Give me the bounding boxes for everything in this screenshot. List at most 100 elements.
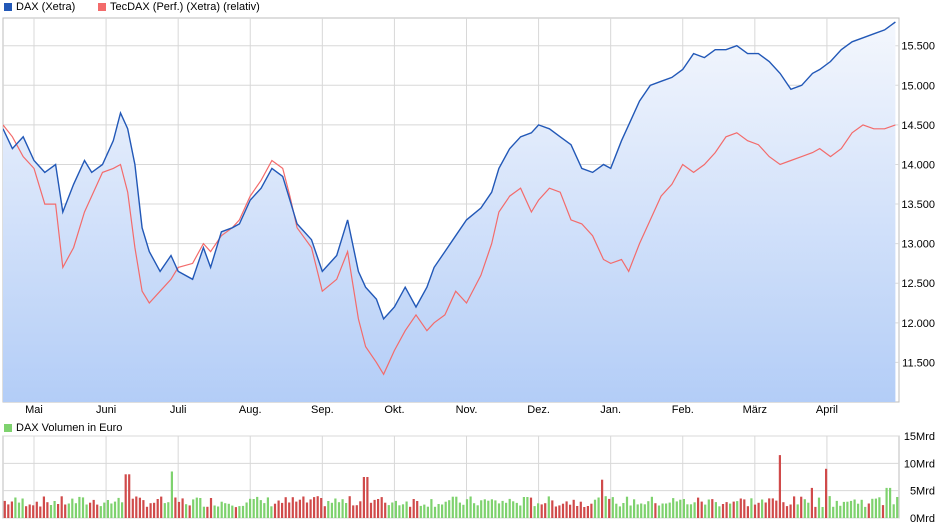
volume-bar [78,496,81,518]
volume-bar [337,502,341,518]
volume-bar [444,501,447,518]
volume-bar [309,499,312,518]
y-tick-label: 14.500 [901,120,935,132]
volume-bar [142,500,145,518]
volume-bar [99,506,102,518]
volume-bar [409,506,412,518]
volume-bar [586,506,589,518]
volume-bar [160,496,163,518]
volume-bar [579,501,582,518]
volume-bar [213,505,216,518]
main-plot: 11.500 12.000 12.500 13.000 13.500 14.000 14.5… [2,17,935,416]
volume-bar [778,455,781,518]
volume-bar [249,498,252,518]
volume-bar [604,496,607,518]
volume-bar [693,502,696,518]
volume-bar [217,506,220,518]
volume-bar [462,504,465,518]
volume-bar [857,503,860,518]
volume-bar [505,502,508,518]
volume-tick-label: 15Mrd [904,431,935,443]
volume-bar [526,497,529,518]
volume-bar [110,503,113,518]
volume-bar [113,501,117,518]
volume-bar [85,504,88,518]
volume-bar [60,496,63,518]
volume-bar [96,504,99,518]
volume-bar [458,502,461,518]
volume-bar [153,502,156,518]
volume-bar [209,498,213,518]
volume-bar [313,497,316,518]
volume-bar [181,498,184,518]
volume-bar [81,497,85,518]
volume-bar [512,501,515,518]
volume-bar [704,504,707,518]
volume-bar [291,497,294,518]
volume-bar [572,499,575,518]
volume-bar [92,499,95,518]
volume-bar [608,498,611,518]
volume-bar [17,502,21,518]
volume-bar [341,499,344,518]
volume-bar [185,504,188,518]
volume-bar [480,500,483,518]
volume-bar [529,497,533,518]
volume-bar [643,504,646,518]
volume-bar [729,503,732,518]
volume-bar [401,504,405,518]
volume-bar [103,502,106,518]
volume-bar [121,502,124,518]
volume-bar [423,504,426,518]
volume-bars [3,455,899,518]
volume-bar [53,501,56,518]
volume-bar [714,502,717,518]
volume-bar [540,504,543,518]
volume-bar [522,497,525,518]
volume-bar [128,474,131,518]
volume-bar [206,506,209,518]
volume-bar [753,504,757,518]
volume-bar [227,503,230,518]
volume-bar [259,500,262,518]
volume-plot: 0Mrd 5Mrd 10Mrd 15Mrd [2,431,935,525]
volume-bar [131,498,134,518]
volume-bar [305,502,309,518]
volume-bar [775,500,778,518]
volume-bar [544,503,547,518]
volume-bar [49,505,53,518]
volume-bar [497,503,501,518]
volume-bar [810,487,813,518]
volume-bar [654,503,657,518]
x-tick-label: Juli [170,404,187,416]
volume-bar [881,505,885,518]
volume-bar [889,487,892,518]
volume-bar [508,498,511,518]
volume-bar [785,506,789,518]
volume-bar [270,506,273,518]
volume-bar [569,504,572,518]
volume-bar [3,500,6,518]
volume-bar [853,499,856,518]
volume-bar [832,506,835,518]
volume-bar [501,500,504,518]
volume-bar [558,505,561,518]
volume-bar [451,496,454,518]
volume-bar [352,505,355,518]
y-tick-label: 15.000 [901,80,935,92]
volume-bar [359,501,362,518]
volume-bar [220,501,223,518]
volume-bar [302,496,305,518]
volume-bar [515,502,518,518]
volume-bar [825,468,828,518]
volume-bar [828,496,831,518]
volume-bar [46,502,49,518]
volume-bar [124,474,127,518]
dax-area-fill [3,22,896,402]
x-tick-label: Okt. [384,404,404,416]
volume-bar [707,499,710,518]
volume-bar [689,504,693,518]
volume-bar [736,501,739,518]
volume-bar [21,498,24,518]
volume-bar [167,502,170,518]
